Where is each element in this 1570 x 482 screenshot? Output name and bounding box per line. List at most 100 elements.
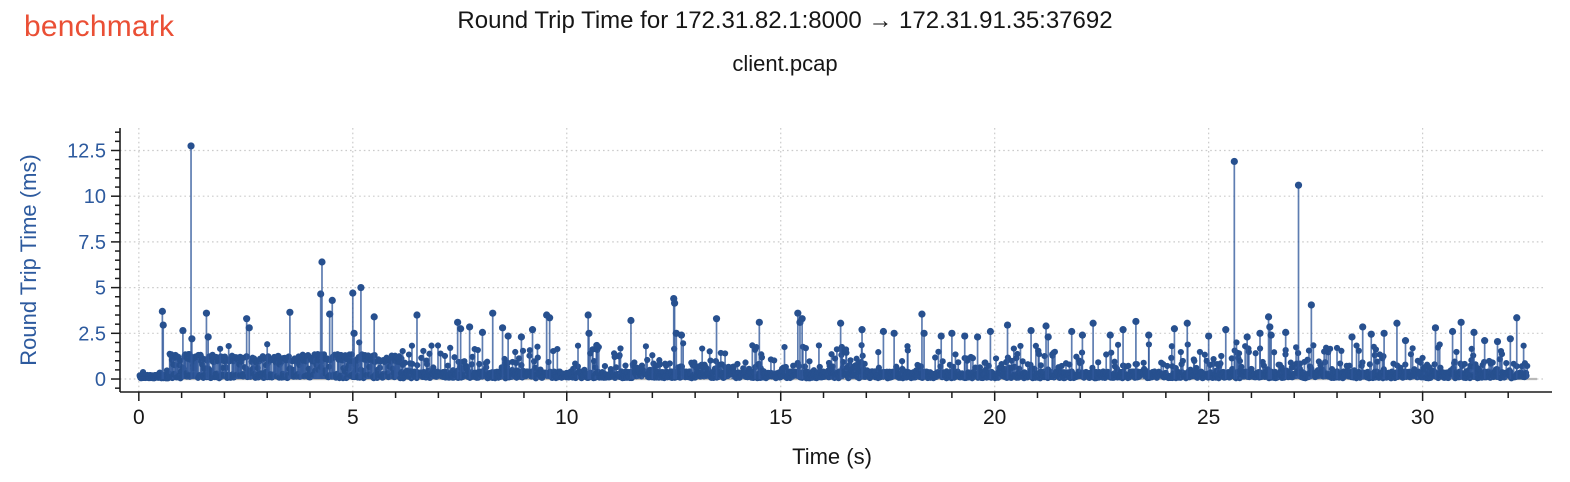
data-point bbox=[890, 329, 898, 337]
data-point bbox=[670, 299, 679, 307]
x-tick-label: 25 bbox=[1197, 406, 1220, 429]
data-point bbox=[795, 363, 803, 370]
data-point bbox=[478, 328, 487, 336]
data-point bbox=[677, 331, 686, 339]
data-point bbox=[1183, 319, 1191, 327]
data-point bbox=[617, 345, 624, 352]
data-point bbox=[712, 315, 721, 323]
data-point bbox=[317, 290, 325, 298]
y-tick-label: 2.5 bbox=[78, 323, 106, 345]
data-point bbox=[1337, 360, 1344, 367]
data-point bbox=[1119, 326, 1127, 334]
data-point bbox=[1252, 350, 1259, 357]
data-point bbox=[202, 309, 211, 317]
data-point bbox=[948, 329, 956, 337]
data-point bbox=[961, 332, 969, 340]
data-point bbox=[1409, 345, 1416, 352]
data-point bbox=[474, 346, 481, 354]
data-point bbox=[1367, 330, 1375, 338]
data-point bbox=[904, 347, 911, 354]
brand-logo: benchmark bbox=[24, 10, 175, 43]
data-point bbox=[952, 351, 959, 358]
data-point bbox=[649, 352, 656, 359]
data-point bbox=[187, 142, 195, 150]
x-tick-label: 10 bbox=[555, 406, 578, 429]
data-point bbox=[879, 327, 888, 336]
data-point bbox=[405, 351, 413, 358]
data-point bbox=[1210, 355, 1217, 363]
data-point bbox=[1125, 362, 1132, 370]
data-point bbox=[1307, 301, 1315, 309]
data-point bbox=[584, 311, 592, 319]
data-point bbox=[1243, 333, 1251, 341]
data-point bbox=[798, 315, 806, 323]
data-point bbox=[706, 348, 713, 355]
data-point bbox=[790, 362, 797, 369]
data-point bbox=[447, 344, 454, 351]
data-point bbox=[1191, 357, 1198, 365]
data-point bbox=[451, 354, 458, 361]
data-point bbox=[1140, 359, 1147, 366]
data-point bbox=[466, 323, 474, 331]
data-point bbox=[734, 360, 741, 368]
data-point bbox=[534, 354, 541, 361]
data-point bbox=[1114, 341, 1122, 348]
data-point bbox=[158, 307, 166, 315]
x-tick-label: 20 bbox=[983, 406, 1006, 429]
data-point bbox=[1321, 359, 1329, 366]
y-tick-label: 0 bbox=[95, 369, 106, 391]
data-point bbox=[513, 359, 520, 367]
data-point bbox=[920, 329, 928, 337]
data-point bbox=[1035, 351, 1043, 358]
data-point bbox=[434, 342, 442, 349]
x-tick-label: 30 bbox=[1411, 406, 1434, 429]
data-point bbox=[489, 309, 497, 317]
data-point bbox=[721, 350, 729, 357]
data-point bbox=[546, 314, 554, 322]
data-point bbox=[829, 363, 836, 370]
data-point bbox=[1095, 359, 1102, 366]
data-point bbox=[286, 308, 294, 316]
data-point bbox=[691, 359, 698, 366]
data-point bbox=[243, 315, 251, 323]
data-point bbox=[408, 342, 416, 349]
data-point bbox=[758, 354, 766, 361]
data-point bbox=[1436, 341, 1443, 348]
data-point bbox=[843, 349, 850, 356]
data-point bbox=[847, 357, 854, 364]
data-point bbox=[816, 363, 823, 371]
data-point bbox=[1236, 357, 1244, 365]
data-point bbox=[861, 360, 868, 367]
data-point bbox=[585, 329, 593, 337]
data-point bbox=[1419, 354, 1426, 362]
data-point bbox=[1513, 314, 1521, 322]
x-tick-label: 5 bbox=[347, 406, 359, 429]
data-point bbox=[1401, 337, 1410, 345]
x-axis-label: Time (s) bbox=[792, 444, 872, 469]
y-tick-label: 12.5 bbox=[67, 140, 106, 162]
data-point bbox=[1448, 327, 1457, 336]
data-point bbox=[1431, 324, 1440, 332]
data-point bbox=[461, 358, 468, 365]
data-point bbox=[935, 348, 942, 355]
chart-subtitle: client.pcap bbox=[732, 51, 838, 76]
data-point bbox=[554, 345, 561, 353]
data-point bbox=[428, 342, 435, 349]
data-point bbox=[528, 326, 537, 334]
data-point bbox=[771, 357, 778, 364]
data-point bbox=[1461, 360, 1468, 368]
data-point bbox=[898, 358, 906, 365]
data-point bbox=[840, 358, 847, 366]
data-point bbox=[742, 359, 749, 366]
data-point bbox=[1355, 347, 1362, 354]
data-point bbox=[1282, 328, 1290, 336]
data-point bbox=[370, 313, 378, 321]
data-point bbox=[484, 358, 491, 365]
data-point bbox=[1489, 359, 1496, 366]
data-point bbox=[350, 329, 358, 337]
data-point bbox=[1359, 323, 1367, 331]
data-point bbox=[512, 348, 519, 356]
data-point bbox=[1068, 327, 1076, 336]
data-point bbox=[1179, 357, 1186, 365]
data-point bbox=[399, 347, 406, 355]
